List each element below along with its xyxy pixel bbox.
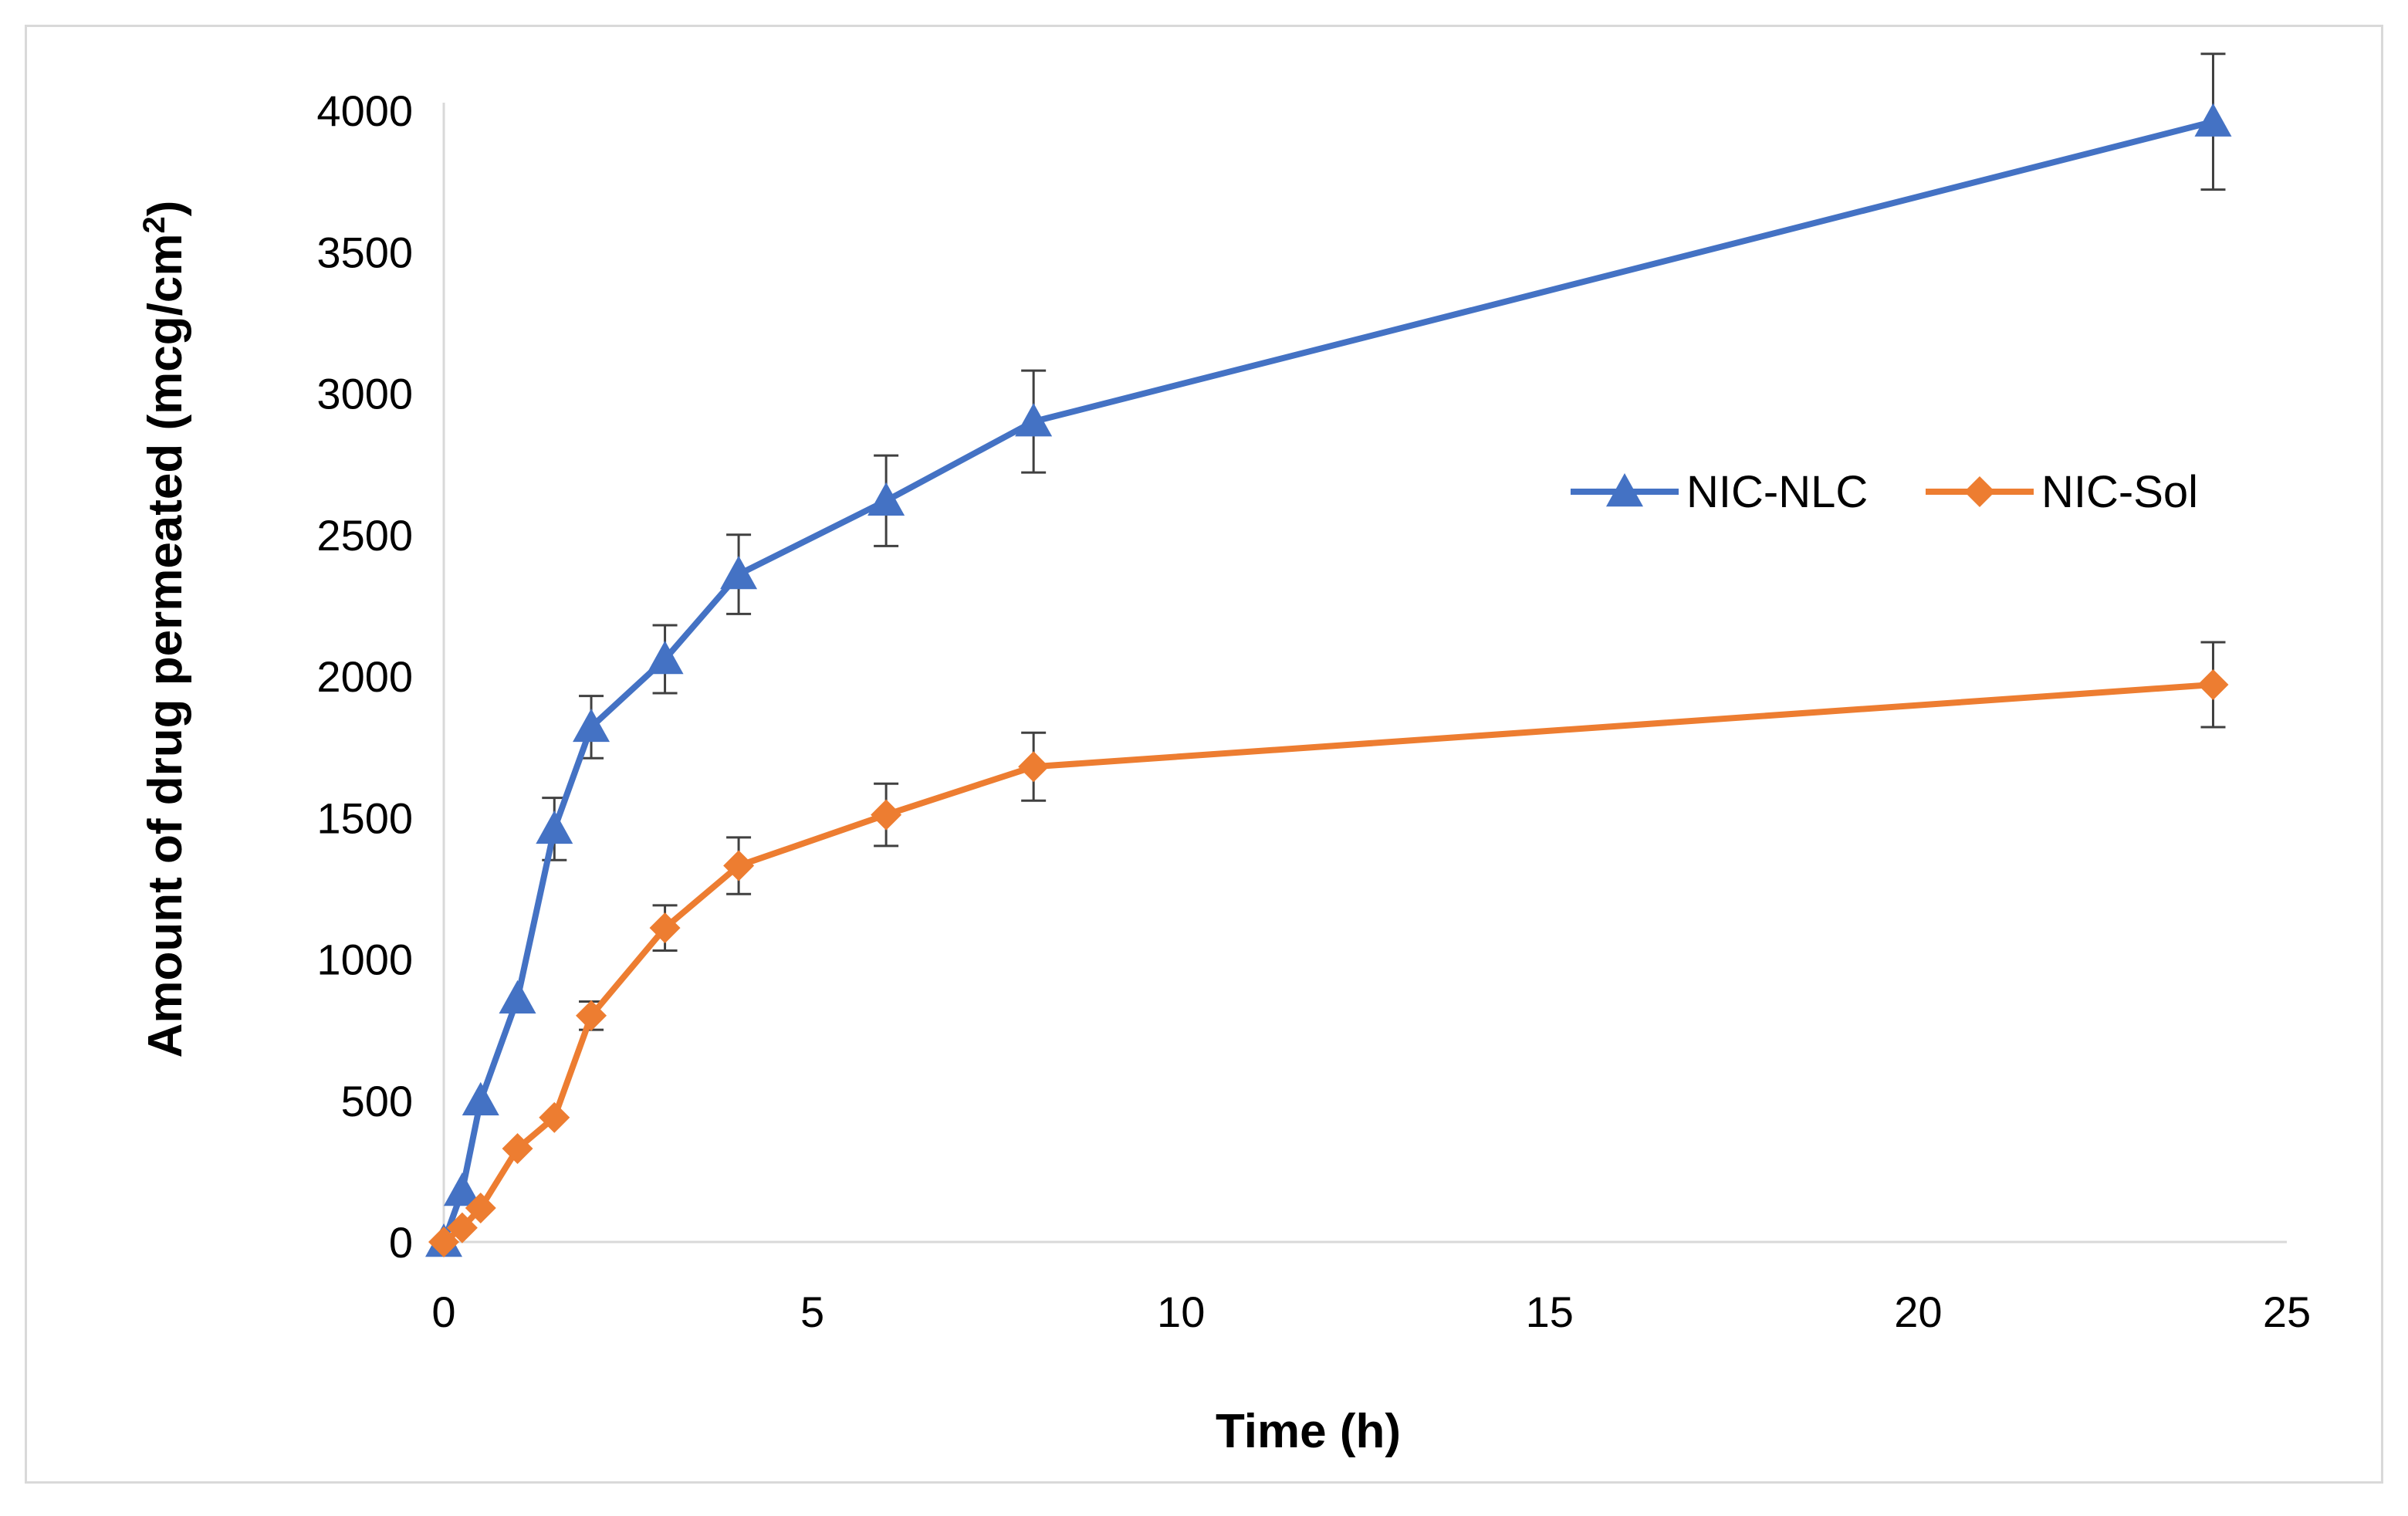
data-point-triangle [720, 556, 758, 590]
data-point-triangle [443, 1173, 481, 1206]
data-point-diamond [446, 1212, 478, 1244]
data-point-diamond [539, 1101, 570, 1133]
data-point-diamond [576, 1000, 607, 1031]
y-tick-label: 2000 [316, 652, 413, 701]
y-tick-label: 3500 [316, 228, 413, 276]
x-tick-label: 15 [1526, 1288, 1574, 1336]
y-tick-label: 0 [389, 1218, 413, 1267]
data-point-diamond [649, 912, 681, 944]
data-point-triangle [573, 708, 610, 743]
data-point-diamond [723, 850, 755, 882]
data-point-triangle [499, 980, 536, 1014]
y-tick-label: 2500 [316, 511, 413, 560]
data-point-diamond [871, 799, 902, 831]
permeation-chart: 0 500 1000 1500 2000 2500 3000 3500 4000 0 5 10 15 20… [137, 52, 2311, 1458]
legend-marker-triangle [1606, 473, 1643, 507]
data-point-diamond [502, 1133, 533, 1165]
y-tick-label: 1000 [316, 936, 413, 984]
series-line [441, 118, 2214, 1244]
data-point-triangle [2194, 103, 2232, 137]
legend-marker-diamond [1964, 476, 1995, 507]
y-axis-title-main: Amount of drug permeated (mcg/cm [139, 234, 192, 1058]
data-point-triangle [646, 641, 684, 675]
y-axis-title-end: ) [139, 201, 192, 217]
data-point-triangle [867, 482, 905, 516]
series-line [441, 682, 2214, 1245]
y-tick-label: 500 [341, 1077, 413, 1125]
series-nic-nlc [425, 52, 2232, 1257]
legend-item-nic-nlc: NIC-NLC [1571, 467, 1868, 517]
legend-label: NIC-NLC [1686, 467, 1868, 517]
x-tick-label: 0 [431, 1288, 455, 1336]
legend-label: NIC-Sol [2041, 467, 2198, 517]
y-tick-label: 3000 [316, 370, 413, 418]
series-nic-sol [428, 641, 2229, 1257]
data-point-diamond [1018, 751, 1050, 783]
data-point-triangle [462, 1081, 499, 1115]
axes: 0 500 1000 1500 2000 2500 3000 3500 4000 0 5 10 15 20… [316, 86, 2311, 1336]
x-tick-label: 25 [2263, 1288, 2311, 1336]
data-point-triangle [536, 810, 573, 844]
x-tick-label: 5 [800, 1288, 824, 1336]
y-tick-label: 1500 [316, 794, 413, 842]
y-tick-label: 4000 [316, 86, 413, 135]
x-axis-title: Time (h) [1216, 1405, 1401, 1458]
chart-frame: 0 500 1000 1500 2000 2500 3000 3500 4000 0 5 10 15 20… [25, 25, 2383, 1484]
legend-item-nic-sol: NIC-Sol [1926, 467, 2198, 517]
data-point-diamond [2197, 668, 2229, 700]
data-point-diamond [428, 1227, 459, 1257]
series-layer [425, 52, 2232, 1257]
y-axis-title-sup: 2 [137, 216, 171, 233]
data-point-diamond [465, 1193, 496, 1224]
y-axis-title: Amount of drug permeated (mcg/cm2) [137, 201, 192, 1058]
legend: NIC-NLC NIC-Sol [1571, 467, 2198, 517]
data-point-triangle [1015, 403, 1053, 437]
x-tick-label: 10 [1157, 1288, 1205, 1336]
x-tick-label: 20 [1894, 1288, 1942, 1336]
